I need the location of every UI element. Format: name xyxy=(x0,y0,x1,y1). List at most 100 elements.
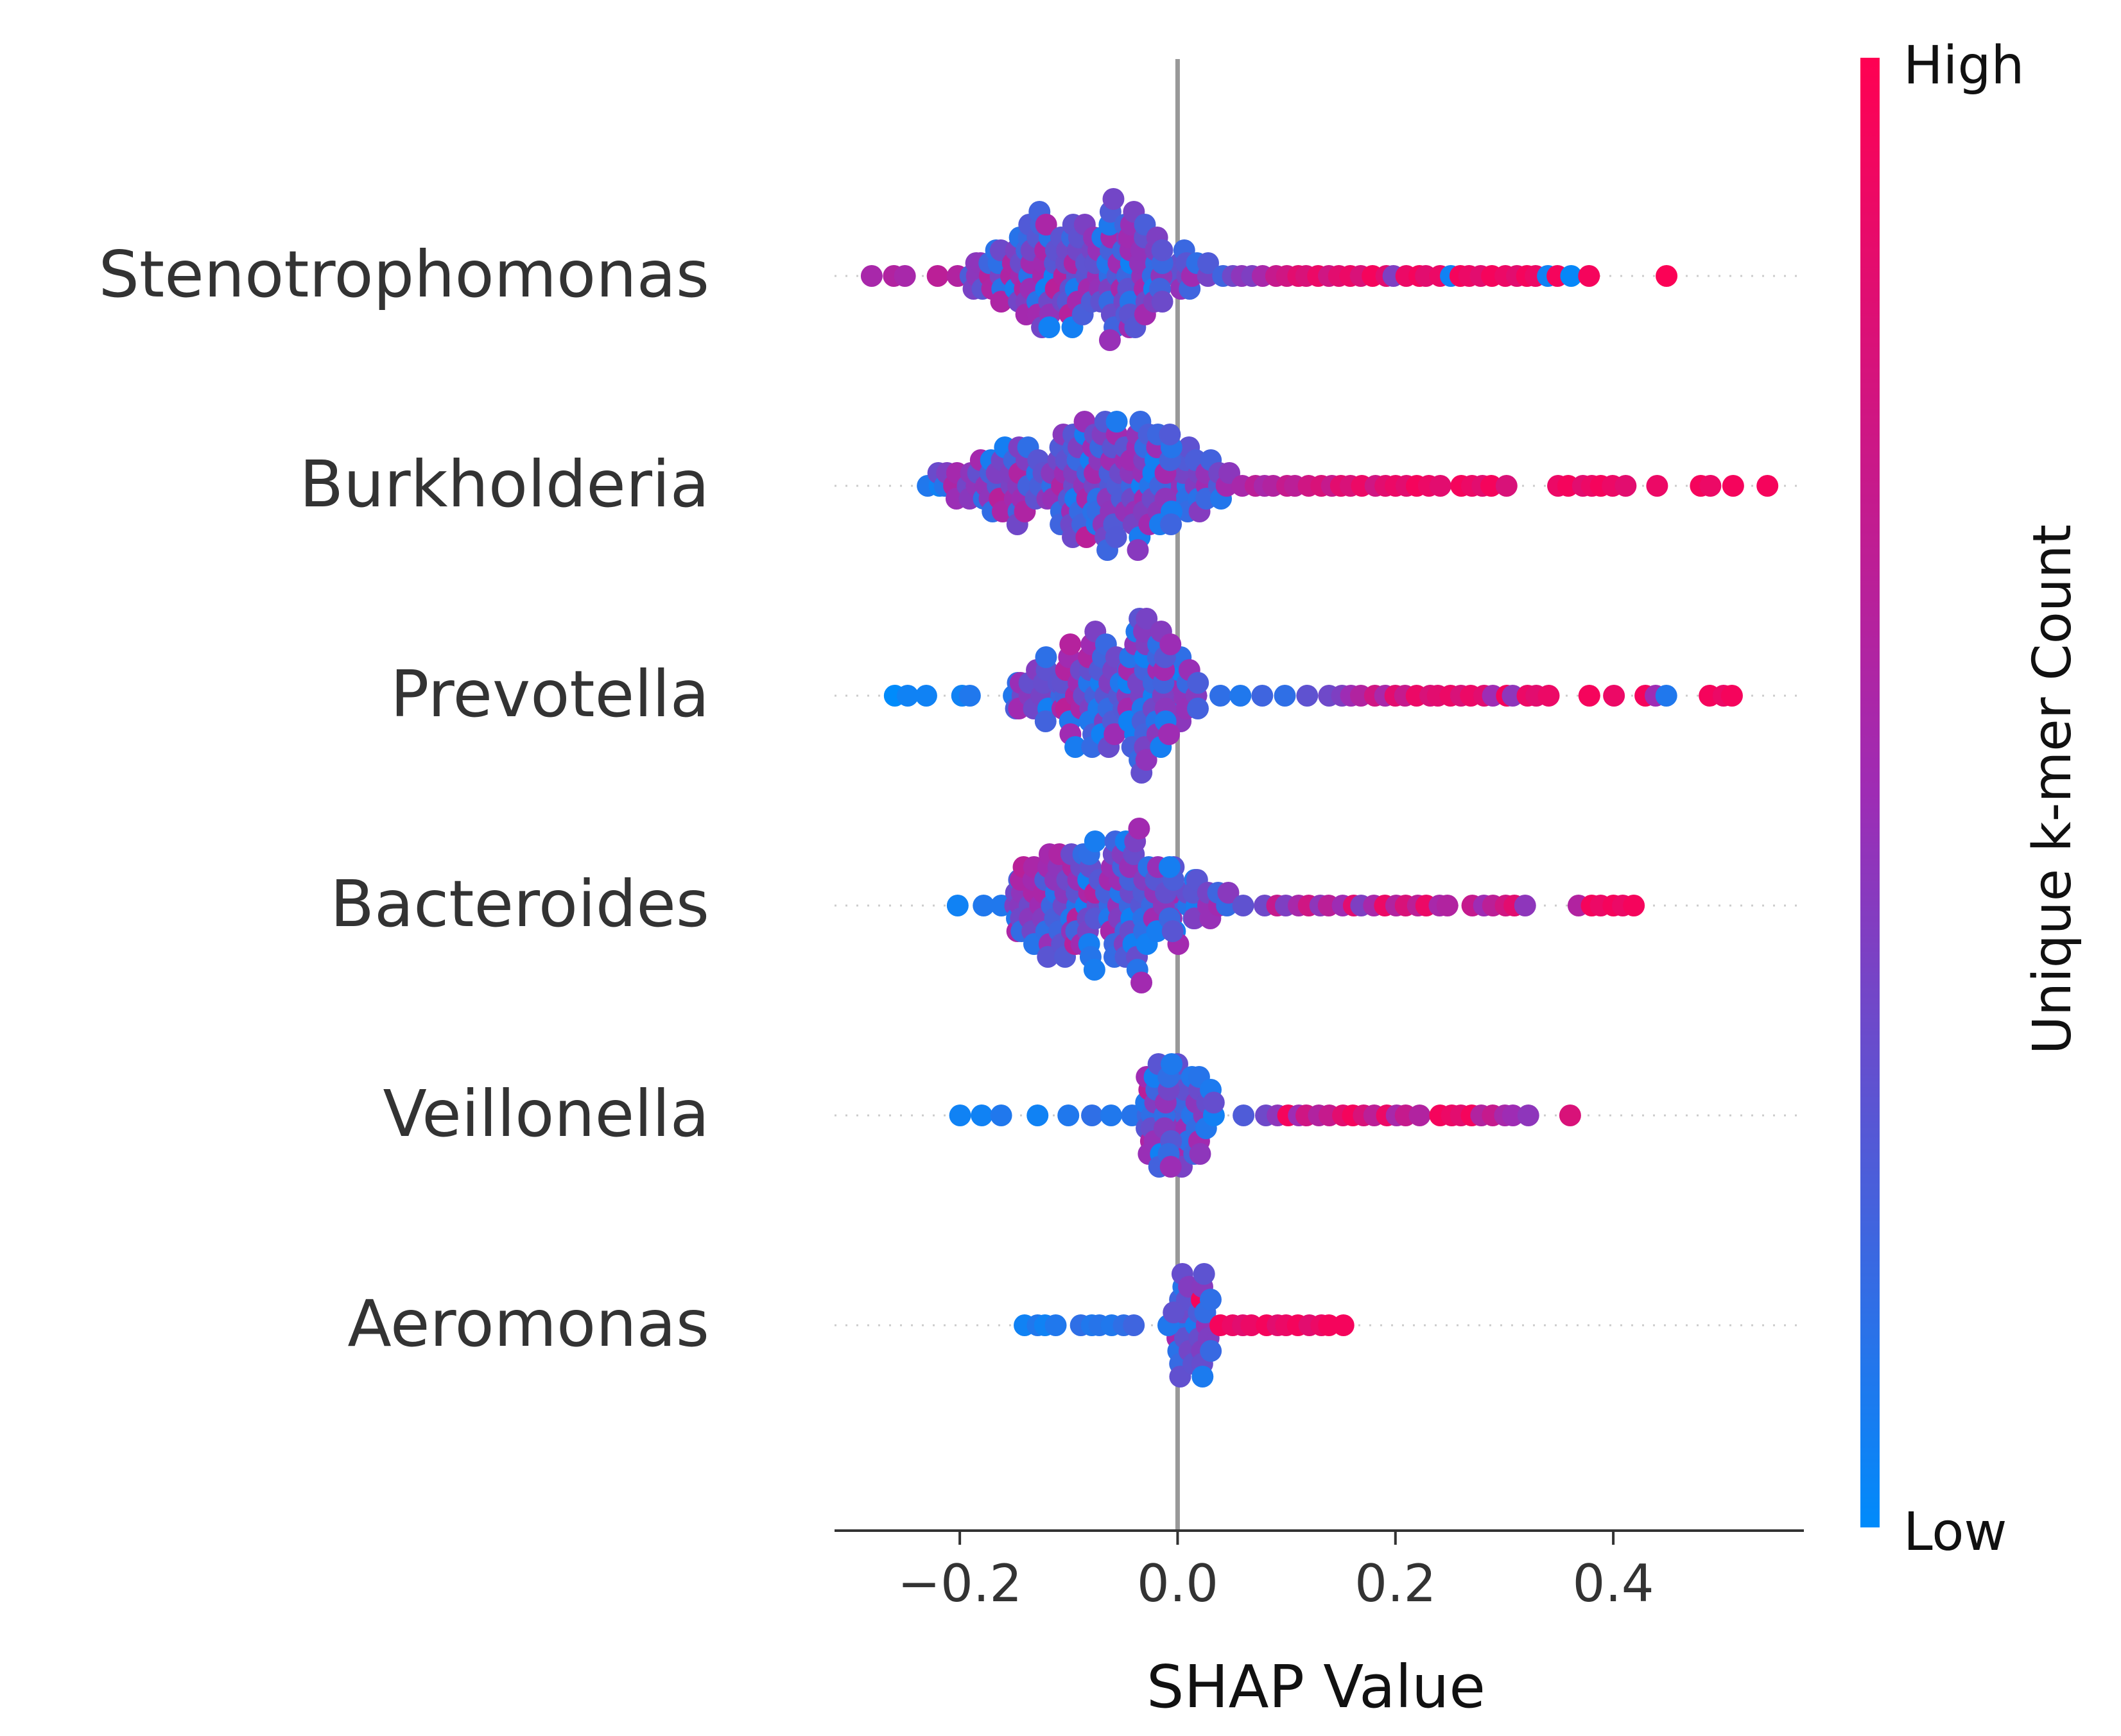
shap-point xyxy=(990,1104,1012,1126)
shap-point xyxy=(971,1104,993,1126)
shap-point xyxy=(1200,1340,1222,1362)
feature-label: Veillonella xyxy=(383,1076,709,1151)
colorbar-title: Unique k-mer Count xyxy=(2022,524,2083,1054)
shap-point xyxy=(1163,1302,1185,1323)
shap-point xyxy=(926,265,949,287)
shap-point xyxy=(1034,710,1057,732)
x-axis-label: SHAP Value xyxy=(1147,1653,1485,1721)
feature-label: Aeromonas xyxy=(347,1286,709,1361)
shap-point xyxy=(1332,1314,1355,1336)
feature-dots-prevotella xyxy=(883,608,1743,784)
x-tick-label: 0.4 xyxy=(1572,1554,1654,1613)
shap-point xyxy=(1187,672,1209,694)
shap-point xyxy=(1035,646,1057,668)
shap-point xyxy=(1121,1104,1143,1126)
shap-point xyxy=(1084,830,1106,852)
shap-point xyxy=(1098,329,1121,351)
shap-point xyxy=(1720,685,1743,707)
shap-point xyxy=(1656,265,1678,287)
feature-label: Stenotrophomonas xyxy=(99,237,709,312)
shap-point xyxy=(949,1104,971,1126)
shap-point xyxy=(1105,526,1127,548)
shap-point xyxy=(1202,1092,1225,1113)
shap-point xyxy=(1699,475,1722,497)
colorbar-bar xyxy=(1860,58,1880,1527)
feature-dots-burkholderia xyxy=(917,411,1779,561)
shap-point xyxy=(1232,895,1254,916)
shap-point xyxy=(1623,895,1645,916)
shap-point xyxy=(1037,946,1059,968)
shap-point xyxy=(1189,1143,1211,1165)
shap-point xyxy=(1502,1104,1524,1126)
shap-point xyxy=(1193,1263,1215,1285)
colorbar-high-label: High xyxy=(1903,35,2024,96)
x-tick-label: −0.2 xyxy=(897,1554,1022,1613)
shap-point xyxy=(1161,920,1184,942)
feature-label: Bacteroides xyxy=(330,866,709,941)
shap-point xyxy=(1026,1104,1049,1126)
shap-point xyxy=(1217,882,1240,904)
shap-point xyxy=(1159,1156,1182,1178)
shap-point xyxy=(1603,685,1625,707)
shap-point xyxy=(1035,214,1057,236)
shap-point xyxy=(1158,856,1181,878)
shap-point xyxy=(1274,685,1296,707)
feature-dots-aeromonas xyxy=(1014,1263,1355,1388)
shap-point xyxy=(1229,685,1252,707)
x-axis: −0.2 0.0 0.2 0.4 SHAP Value xyxy=(835,1529,1804,1721)
colorbar: High Low Unique k-mer Count xyxy=(1860,35,2083,1563)
shap-point xyxy=(1197,252,1220,274)
row-guides xyxy=(835,275,1804,1327)
shap-point xyxy=(1102,188,1125,210)
shap-point xyxy=(1161,1053,1183,1075)
shap-point xyxy=(1615,475,1637,497)
shap-point xyxy=(1160,513,1182,535)
shap-point xyxy=(1559,1104,1581,1126)
shap-point xyxy=(1159,633,1182,655)
shap-point xyxy=(1159,424,1181,445)
shap-point xyxy=(1722,475,1744,497)
shap-point xyxy=(1044,1314,1067,1336)
shap-point xyxy=(973,895,995,916)
shap-point xyxy=(1209,685,1232,707)
shap-point xyxy=(1655,685,1677,707)
shap-point xyxy=(1151,291,1173,313)
shap-point xyxy=(1104,723,1126,745)
shap-point xyxy=(946,895,969,916)
shap-point xyxy=(1646,475,1668,497)
feature-dots-veillonella xyxy=(949,1053,1581,1178)
shap-point xyxy=(896,685,919,707)
shap-point xyxy=(1100,1104,1122,1126)
shap-point xyxy=(1517,1104,1539,1126)
shap-point xyxy=(958,685,981,707)
shap-point xyxy=(1059,633,1082,655)
shap-point xyxy=(1578,265,1600,287)
shap-point xyxy=(1429,475,1451,497)
shap-point xyxy=(1187,698,1209,719)
shap-point xyxy=(1480,475,1503,497)
shap-point xyxy=(1083,959,1105,981)
shap-point xyxy=(1537,685,1560,707)
shap-point xyxy=(1578,685,1600,707)
shap-point xyxy=(1081,1104,1104,1126)
shap-point xyxy=(1296,685,1319,707)
shap-point xyxy=(1151,239,1173,261)
shap-point xyxy=(1514,895,1536,916)
shap-point xyxy=(1136,608,1158,630)
shap-point xyxy=(1135,749,1157,771)
shap-point xyxy=(1199,1289,1222,1311)
feature-dots-stenotrophomonas xyxy=(860,188,1678,351)
shap-point xyxy=(1408,1104,1431,1126)
shap-point xyxy=(1251,685,1274,707)
shap-point xyxy=(990,291,1012,313)
shap-point xyxy=(1130,972,1153,993)
shap-point xyxy=(1560,265,1582,287)
x-tick-label: 0.0 xyxy=(1137,1554,1218,1613)
shap-point xyxy=(1064,736,1087,758)
feature-labels: Stenotrophomonas Burkholderia Prevotella Ba… xyxy=(99,237,709,1361)
shap-point xyxy=(1105,411,1128,433)
x-tick-label: 0.2 xyxy=(1355,1554,1436,1613)
feature-dots-bacteroides xyxy=(946,818,1645,993)
colorbar-low-label: Low xyxy=(1903,1502,2007,1563)
